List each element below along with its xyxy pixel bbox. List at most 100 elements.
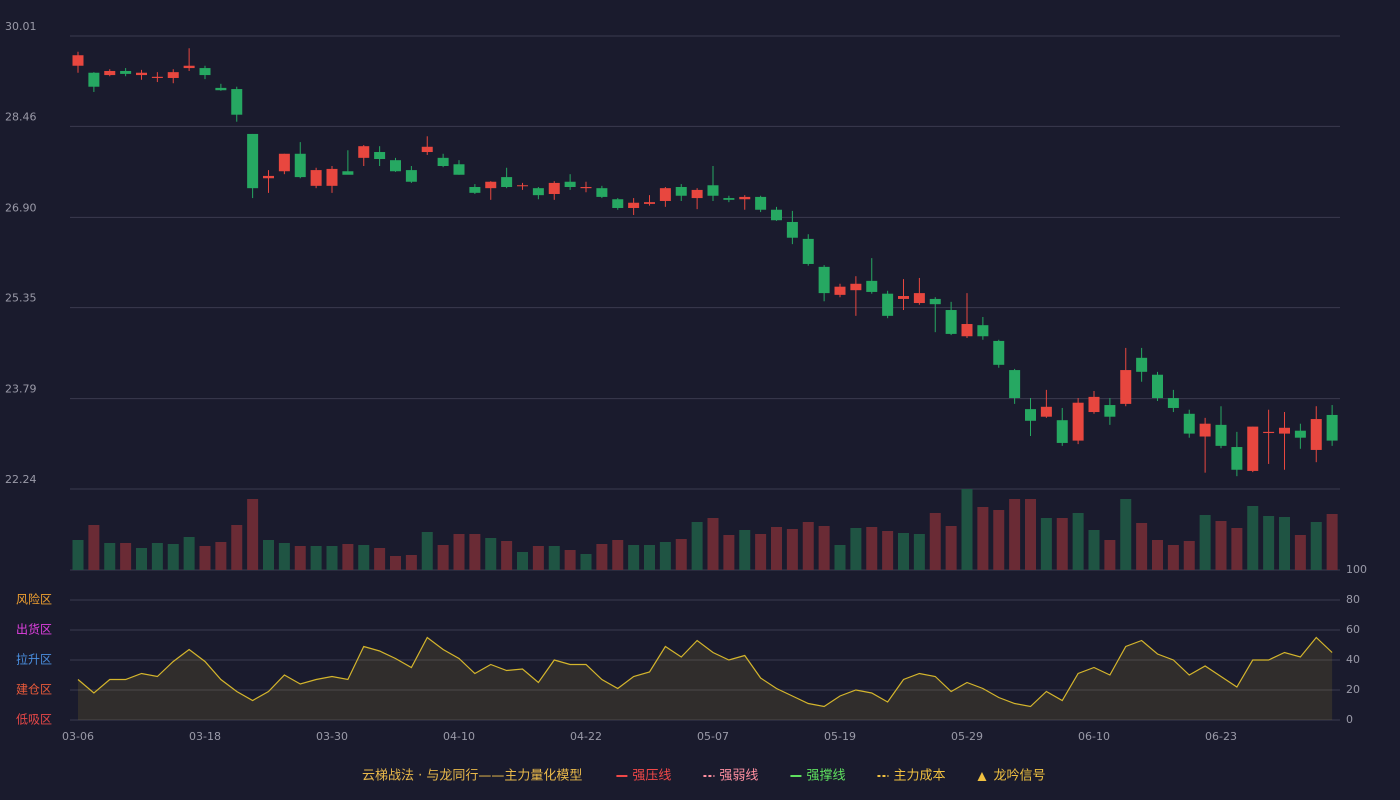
volume-bar xyxy=(1183,541,1195,570)
volume-bar xyxy=(437,545,449,570)
volume-bar xyxy=(167,544,179,570)
candle-body xyxy=(739,196,751,200)
volume-bar xyxy=(1279,517,1290,570)
x-tick-label: 03-30 xyxy=(316,730,348,743)
volume-bar xyxy=(1152,540,1163,570)
volume-bar xyxy=(659,542,671,570)
candle-body xyxy=(1072,402,1084,441)
candle-body xyxy=(1120,370,1132,404)
volume-bar xyxy=(580,554,592,570)
volume-bar xyxy=(1294,535,1306,570)
candle-body xyxy=(1294,430,1306,438)
legend-label: 主力成本 xyxy=(893,769,945,784)
candle-body xyxy=(501,177,513,187)
volume-bar xyxy=(898,533,909,570)
candle-body xyxy=(1247,426,1259,471)
volume-bar xyxy=(390,556,401,570)
volume-bar xyxy=(310,546,322,570)
volume-bar xyxy=(358,545,370,570)
volume-bar xyxy=(834,545,846,570)
zone-label: 低吸区 xyxy=(16,713,52,727)
candle-body xyxy=(1183,413,1195,434)
candle-body xyxy=(977,325,989,337)
candle-body xyxy=(151,76,163,78)
candle-body xyxy=(199,68,211,76)
volume-bar xyxy=(485,538,497,570)
volume-bar xyxy=(1310,522,1322,570)
candle-body xyxy=(104,70,116,76)
volume-bar xyxy=(675,539,687,570)
candle-body xyxy=(183,65,195,69)
candle-body xyxy=(802,238,814,264)
candle-body xyxy=(247,133,259,189)
candle-body xyxy=(437,157,449,167)
volume-bar xyxy=(1104,540,1116,570)
x-tick-label: 05-29 xyxy=(951,730,983,743)
y-tick-label: 30.01 xyxy=(5,20,37,33)
candle-body xyxy=(898,296,909,299)
volume-bar xyxy=(929,513,941,570)
candle-body xyxy=(882,293,894,316)
candle-body xyxy=(913,293,925,304)
candle-body xyxy=(342,171,354,175)
volume-bar xyxy=(802,522,814,570)
volume-bar xyxy=(739,530,751,570)
candle-body xyxy=(723,198,735,200)
volume-bar xyxy=(231,525,243,570)
candle-body xyxy=(374,152,386,160)
candle-body xyxy=(278,153,290,172)
legend-label: 龙吟信号 xyxy=(993,768,1045,784)
candle-body xyxy=(294,153,306,178)
candle-body xyxy=(1215,424,1227,446)
candle-body xyxy=(517,185,528,187)
candle-body xyxy=(1310,419,1322,450)
zone-label: 风险区 xyxy=(16,592,52,607)
candle-body xyxy=(834,286,846,295)
volume-bar xyxy=(247,499,259,570)
candle-body xyxy=(755,196,767,210)
candle-body xyxy=(1326,414,1338,441)
y2-tick-label: 0 xyxy=(1346,713,1353,726)
oscillator-line xyxy=(77,636,1333,708)
volume-bar xyxy=(548,546,560,570)
candle-body xyxy=(1009,370,1021,399)
volume-bar xyxy=(199,546,211,570)
volume-bar xyxy=(88,525,100,570)
volume-bar xyxy=(707,518,719,570)
candle-body xyxy=(596,188,608,197)
volume-bar xyxy=(644,545,655,570)
x-tick-label: 05-19 xyxy=(824,730,856,743)
volume-bar xyxy=(263,540,274,570)
x-tick-label: 05-07 xyxy=(697,730,729,743)
candle-body xyxy=(72,55,84,66)
candle-body xyxy=(659,188,671,201)
volume-bar xyxy=(1009,499,1021,570)
zone-label: 建仓区 xyxy=(16,683,52,697)
candle-body xyxy=(120,70,132,74)
volume-bar xyxy=(1231,528,1243,570)
legend-label: 强撑线 xyxy=(806,769,845,784)
volume-bar xyxy=(405,555,417,570)
candle-body xyxy=(786,221,798,238)
candle-body xyxy=(469,187,481,193)
candle-body xyxy=(453,164,465,175)
chart-title: 云梯战法 · 与龙同行——主力量化模型 xyxy=(362,769,582,784)
y-tick-label: 28.46 xyxy=(5,110,37,123)
volume-bar xyxy=(850,528,862,570)
volume-bar xyxy=(72,540,84,570)
candle-body xyxy=(1231,447,1243,470)
volume-bar xyxy=(453,534,465,570)
volume-bar xyxy=(1215,521,1227,570)
y-tick-label: 23.79 xyxy=(5,383,37,396)
candle-body xyxy=(88,72,100,87)
candle-body xyxy=(167,72,179,78)
candle-body xyxy=(1025,409,1036,421)
candle-body xyxy=(1279,427,1290,434)
candle-body xyxy=(929,298,941,305)
volume-bar xyxy=(136,548,147,570)
candle-body xyxy=(215,87,227,91)
volume-bar xyxy=(517,552,528,570)
candle-body xyxy=(326,168,338,186)
